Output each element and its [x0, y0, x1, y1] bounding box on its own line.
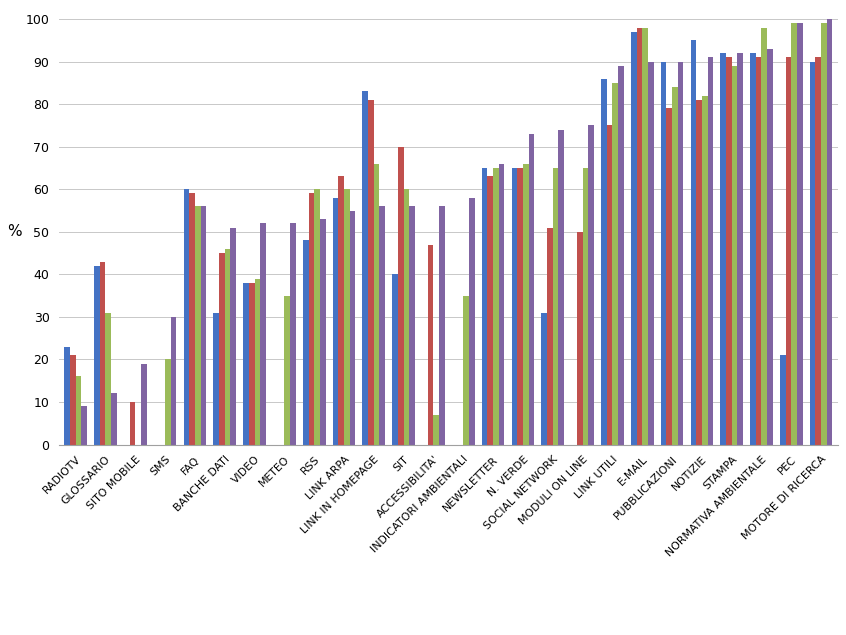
Bar — [631, 32, 636, 444]
Bar — [678, 62, 684, 444]
Bar — [661, 62, 667, 444]
Bar — [791, 23, 797, 444]
Bar — [499, 164, 504, 444]
Bar — [464, 295, 469, 444]
Bar — [552, 168, 558, 444]
Bar — [320, 219, 326, 444]
Bar — [219, 253, 225, 444]
Bar — [707, 57, 713, 444]
Bar — [404, 189, 409, 444]
Bar — [767, 49, 773, 444]
Bar — [672, 87, 678, 444]
Bar — [393, 274, 398, 444]
Bar — [428, 244, 433, 444]
Bar — [230, 227, 236, 444]
Bar — [696, 100, 702, 444]
Bar — [201, 206, 206, 444]
Bar — [642, 27, 648, 444]
Bar — [827, 19, 832, 444]
Bar — [648, 62, 654, 444]
Bar — [761, 27, 767, 444]
Bar — [374, 164, 380, 444]
Bar — [284, 295, 290, 444]
Bar — [290, 224, 296, 444]
Bar — [558, 130, 564, 444]
Bar — [249, 283, 255, 444]
Bar — [512, 168, 517, 444]
Bar — [129, 402, 135, 444]
Bar — [309, 194, 314, 444]
Bar — [409, 206, 415, 444]
Bar — [702, 96, 707, 444]
Bar — [786, 57, 791, 444]
Bar — [780, 355, 786, 444]
Bar — [94, 266, 100, 444]
Bar — [517, 168, 523, 444]
Bar — [314, 189, 320, 444]
Bar — [481, 168, 487, 444]
Bar — [577, 232, 583, 444]
Bar — [225, 249, 230, 444]
Bar — [810, 62, 816, 444]
Bar — [303, 240, 309, 444]
Bar — [469, 197, 475, 444]
Bar — [541, 312, 547, 444]
Bar — [493, 168, 499, 444]
Bar — [338, 177, 344, 444]
Bar — [75, 377, 81, 444]
Bar — [583, 168, 588, 444]
Bar — [750, 53, 755, 444]
Bar — [141, 364, 146, 444]
Legend: 2010, 2011, 2012, 2014: 2010, 2011, 2012, 2014 — [267, 630, 629, 635]
Bar — [332, 197, 338, 444]
Bar — [726, 57, 732, 444]
Bar — [398, 147, 404, 444]
Bar — [70, 355, 75, 444]
Bar — [755, 57, 761, 444]
Bar — [547, 227, 552, 444]
Bar — [362, 91, 368, 444]
Bar — [588, 126, 594, 444]
Bar — [380, 206, 385, 444]
Bar — [261, 224, 266, 444]
Y-axis label: %: % — [8, 224, 22, 239]
Bar — [64, 347, 70, 444]
Bar — [344, 189, 349, 444]
Bar — [618, 66, 624, 444]
Bar — [797, 23, 803, 444]
Bar — [487, 177, 493, 444]
Bar — [81, 406, 87, 444]
Bar — [111, 394, 117, 444]
Bar — [529, 134, 535, 444]
Bar — [100, 262, 106, 444]
Bar — [433, 415, 439, 444]
Bar — [667, 109, 672, 444]
Bar — [184, 189, 190, 444]
Bar — [190, 194, 195, 444]
Bar — [601, 79, 607, 444]
Bar — [439, 206, 445, 444]
Bar — [255, 279, 261, 444]
Bar — [732, 66, 738, 444]
Bar — [171, 317, 177, 444]
Bar — [607, 126, 613, 444]
Bar — [613, 83, 618, 444]
Bar — [195, 206, 201, 444]
Bar — [636, 27, 642, 444]
Bar — [720, 53, 726, 444]
Bar — [816, 57, 821, 444]
Bar — [690, 41, 696, 444]
Bar — [738, 53, 743, 444]
Bar — [165, 359, 171, 444]
Bar — [243, 283, 249, 444]
Bar — [213, 312, 219, 444]
Bar — [368, 100, 374, 444]
Bar — [523, 164, 529, 444]
Bar — [821, 23, 827, 444]
Bar — [349, 211, 355, 444]
Bar — [106, 312, 111, 444]
